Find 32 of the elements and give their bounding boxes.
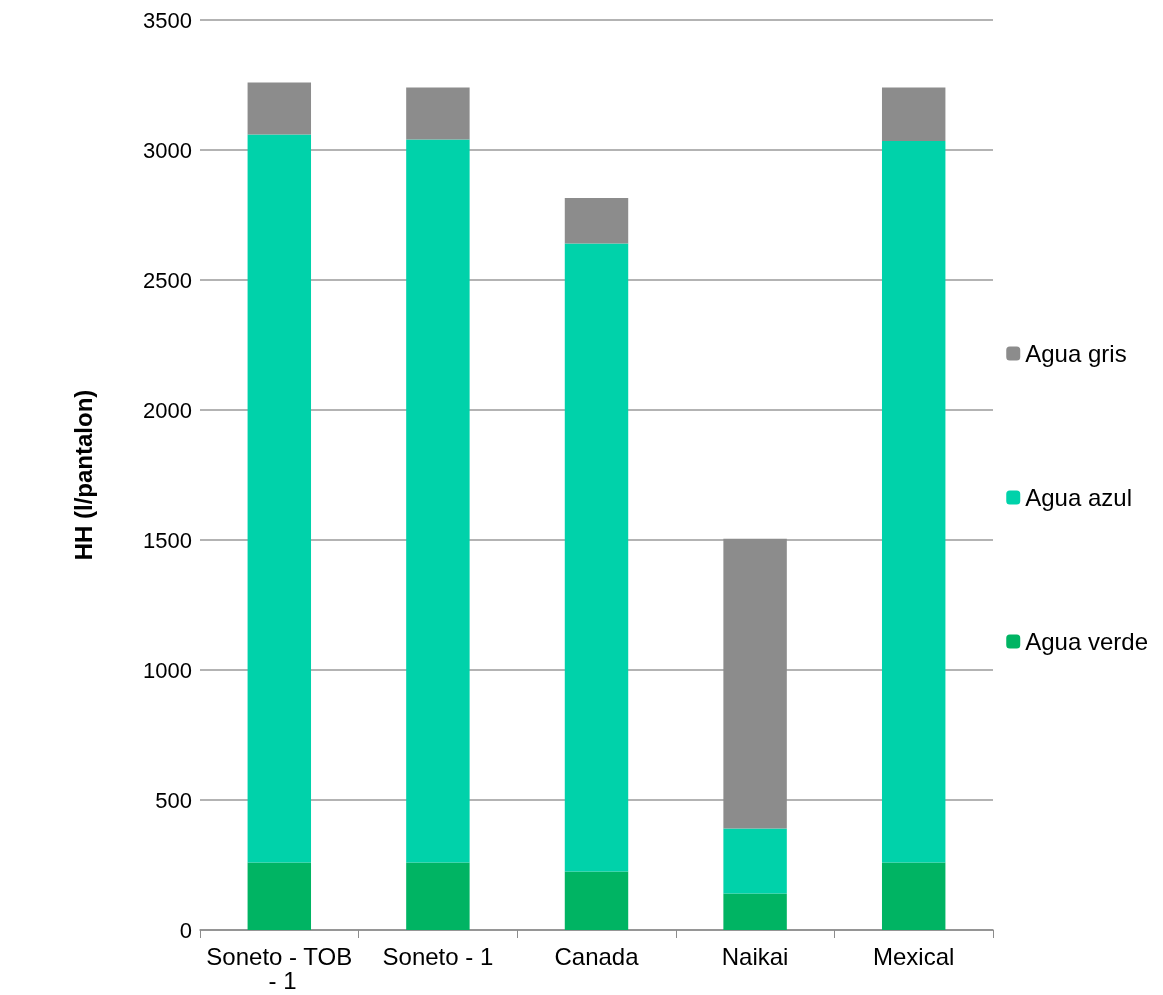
bar [564,871,629,930]
bar [406,87,470,140]
bar [247,862,312,930]
legend-label: Agua azul [1025,484,1132,511]
bar [406,139,470,863]
legend-label: Agua verde [1025,628,1149,655]
y-tick-label: 3500 [143,7,192,33]
bar [723,538,787,829]
bar [881,862,946,930]
bar [564,198,629,244]
bar [406,862,470,930]
bar [247,82,312,135]
x-tick-label: Mexical [873,942,955,970]
legend-label: Agua gris [1025,340,1127,367]
y-axis-title: HH (l/pantalon) [69,389,97,561]
x-tick-label: Soneto - 1 [382,942,494,970]
y-tick-label: 0 [179,917,192,943]
x-tick-label: Canada [554,942,640,970]
bar [881,140,946,863]
y-tick-label: 1500 [143,527,192,553]
bar [723,828,787,894]
y-tick-label: 2000 [143,397,192,423]
y-tick-label: 1000 [143,657,192,683]
bar [247,134,312,863]
y-tick-label: 3000 [143,137,192,163]
bar [881,87,946,141]
bar [564,243,629,872]
bar [723,893,787,930]
y-tick-label: 500 [155,787,192,813]
y-tick-label: 2500 [143,267,192,293]
x-tick-label: Soneto - TOB - 1 [206,942,353,994]
x-tick-label: Naikai [721,942,789,970]
